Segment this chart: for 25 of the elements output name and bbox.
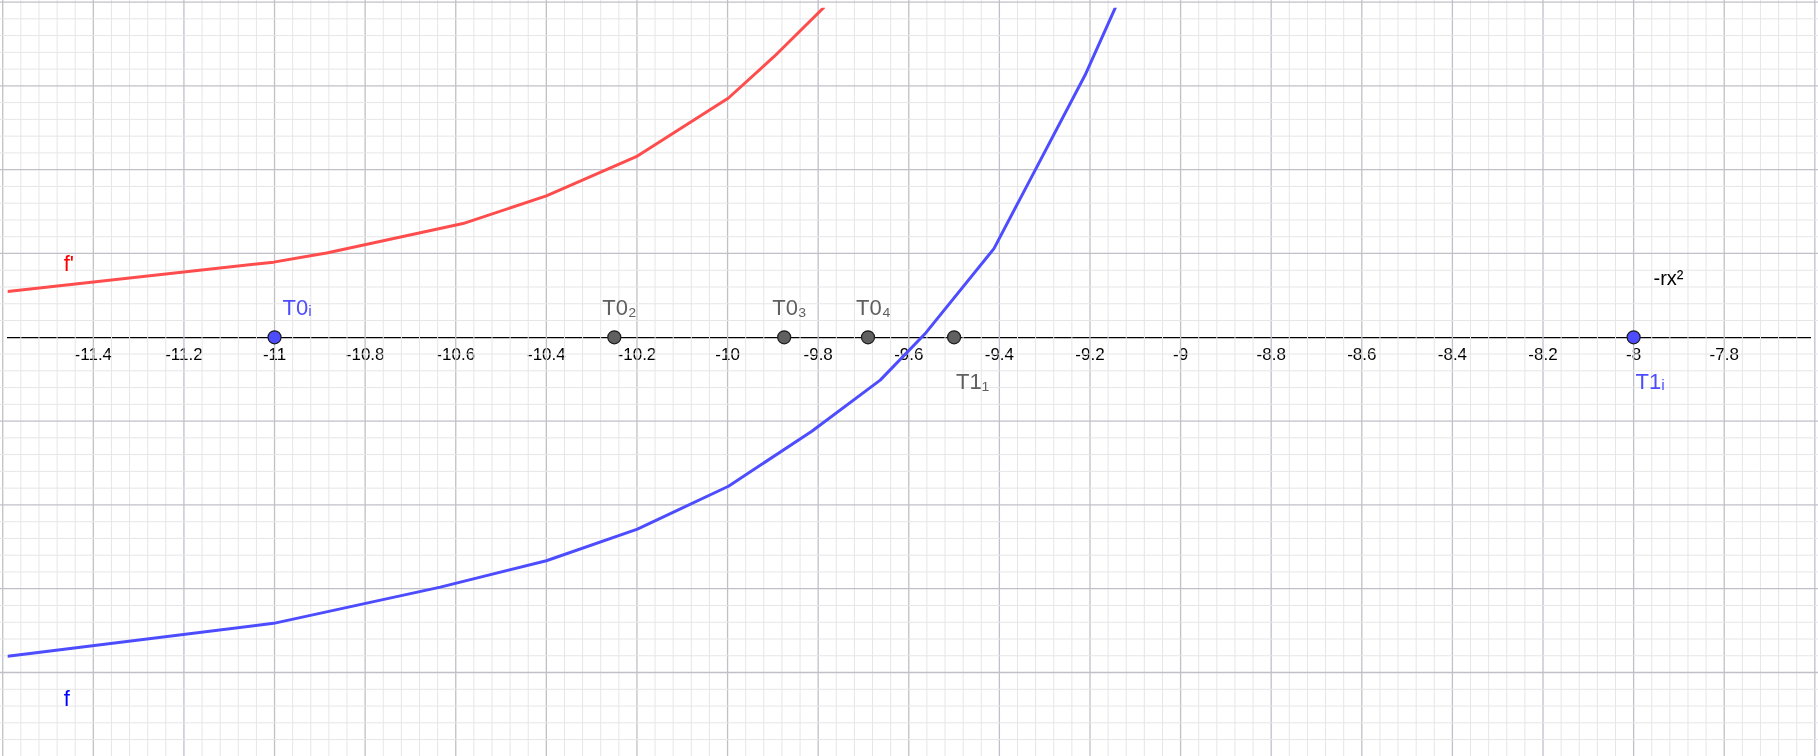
x-tick-label: -11.2 (165, 345, 203, 365)
x-tick-label: -10.6 (436, 345, 476, 365)
series-label: f (63, 686, 71, 712)
annotation: -rx² (1653, 267, 1684, 290)
x-tick-label: -10.8 (345, 345, 385, 365)
x-tick-label: -8.8 (1256, 345, 1286, 365)
series-label: T1ᵢ (1635, 369, 1665, 395)
x-tick-label: -8.2 (1528, 345, 1558, 365)
series-label: T0₄ (856, 295, 891, 321)
series-label: T0₂ (602, 295, 637, 321)
x-tick-label: -11.4 (74, 345, 113, 365)
series-label: T1₁ (956, 369, 990, 395)
x-tick-label: -10 (715, 345, 740, 365)
x-tick-label: -10.4 (526, 345, 566, 365)
x-tick-label: -10.2 (617, 345, 657, 365)
series-label: T0ᵢ (282, 295, 312, 321)
x-tick-label: -7.8 (1709, 345, 1739, 365)
series-label: f' (63, 251, 75, 277)
x-tick-label: -9.8 (803, 345, 833, 365)
x-tick-label: -11 (262, 345, 287, 365)
x-tick-label: -8.4 (1437, 345, 1468, 365)
x-tick-label: -8.6 (1347, 345, 1377, 365)
x-tick-label: -9.4 (984, 345, 1015, 365)
x-tick-label: -9.2 (1075, 345, 1105, 365)
series-label: T0₃ (772, 295, 807, 321)
